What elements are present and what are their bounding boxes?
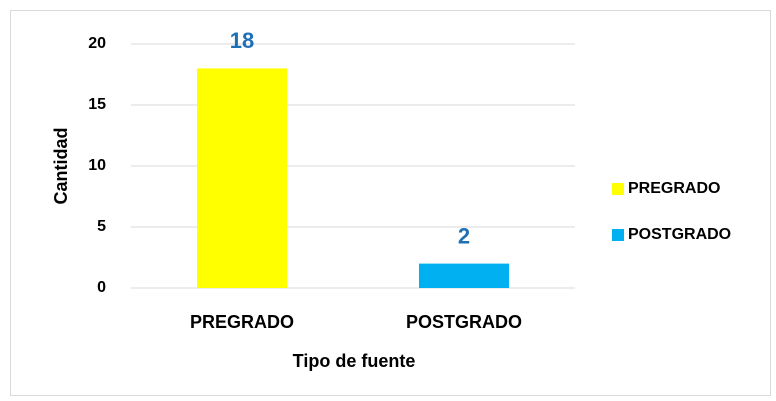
value-label: 18 (230, 28, 254, 53)
bar (197, 68, 287, 289)
x-tick-label: POSTGRADO (406, 312, 522, 332)
bar (419, 263, 509, 288)
x-tick-label: PREGRADO (190, 312, 294, 332)
value-label: 2 (458, 223, 470, 248)
x-axis-title: Tipo de fuente (293, 351, 416, 371)
y-tick-label: 0 (97, 279, 106, 296)
y-tick-label: 5 (97, 218, 106, 235)
y-tick-label: 15 (88, 96, 106, 113)
y-tick-label: 10 (88, 157, 106, 174)
legend-label: POSTGRADO (628, 226, 731, 243)
legend-swatch (612, 229, 624, 241)
y-axis-title: Cantidad (51, 127, 71, 204)
legend-label: PREGRADO (628, 180, 720, 197)
chart-frame (10, 10, 771, 396)
y-tick-label: 20 (88, 35, 106, 52)
legend-swatch (612, 183, 624, 195)
